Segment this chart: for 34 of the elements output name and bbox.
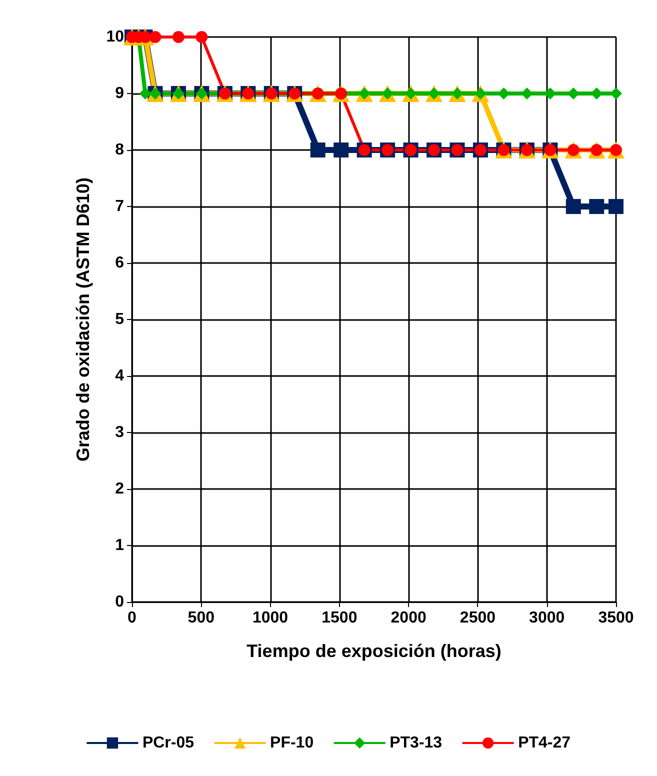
y-tick-label: 10 <box>106 28 124 46</box>
y-tick-label: 0 <box>115 594 124 610</box>
legend-label: PT3-13 <box>390 734 442 752</box>
x-tick-label: 3500 <box>598 610 634 626</box>
point <box>566 199 581 214</box>
x-tick-label: 3000 <box>529 610 565 626</box>
x-tick-label: 0 <box>128 610 137 626</box>
y-tick-label: 2 <box>115 480 124 498</box>
point <box>139 88 152 100</box>
point <box>149 31 162 43</box>
y-tick-label: 5 <box>115 311 124 328</box>
y-tick-label: 1 <box>115 537 124 554</box>
x-tick-label: 1000 <box>252 610 288 626</box>
y-tick-label: 3 <box>115 424 124 441</box>
y-tick-label: 4 <box>115 368 124 384</box>
point <box>608 199 624 214</box>
point <box>310 142 326 158</box>
point <box>589 199 604 214</box>
legend-label: PF-10 <box>270 734 314 752</box>
point <box>172 31 184 43</box>
x-tick-label: 500 <box>188 610 215 626</box>
legend-label: PCr-05 <box>142 734 194 752</box>
y-tick-label: 9 <box>115 85 124 102</box>
x-tick-label: 1500 <box>322 610 358 626</box>
y-tick-label: 7 <box>115 198 124 215</box>
x-tick-label: 2000 <box>390 610 426 626</box>
point <box>196 31 208 43</box>
point <box>334 142 349 158</box>
y-tick-label: 8 <box>115 142 124 158</box>
y-axis-title: Grado de oxidación (ASTM D610) <box>73 177 93 462</box>
legend-label: PT4-27 <box>518 734 571 752</box>
x-tick-label: 2500 <box>460 610 496 626</box>
y-tick-label: 6 <box>115 254 124 272</box>
x-axis-title: Tiempo de exposición (horas) <box>246 641 502 661</box>
